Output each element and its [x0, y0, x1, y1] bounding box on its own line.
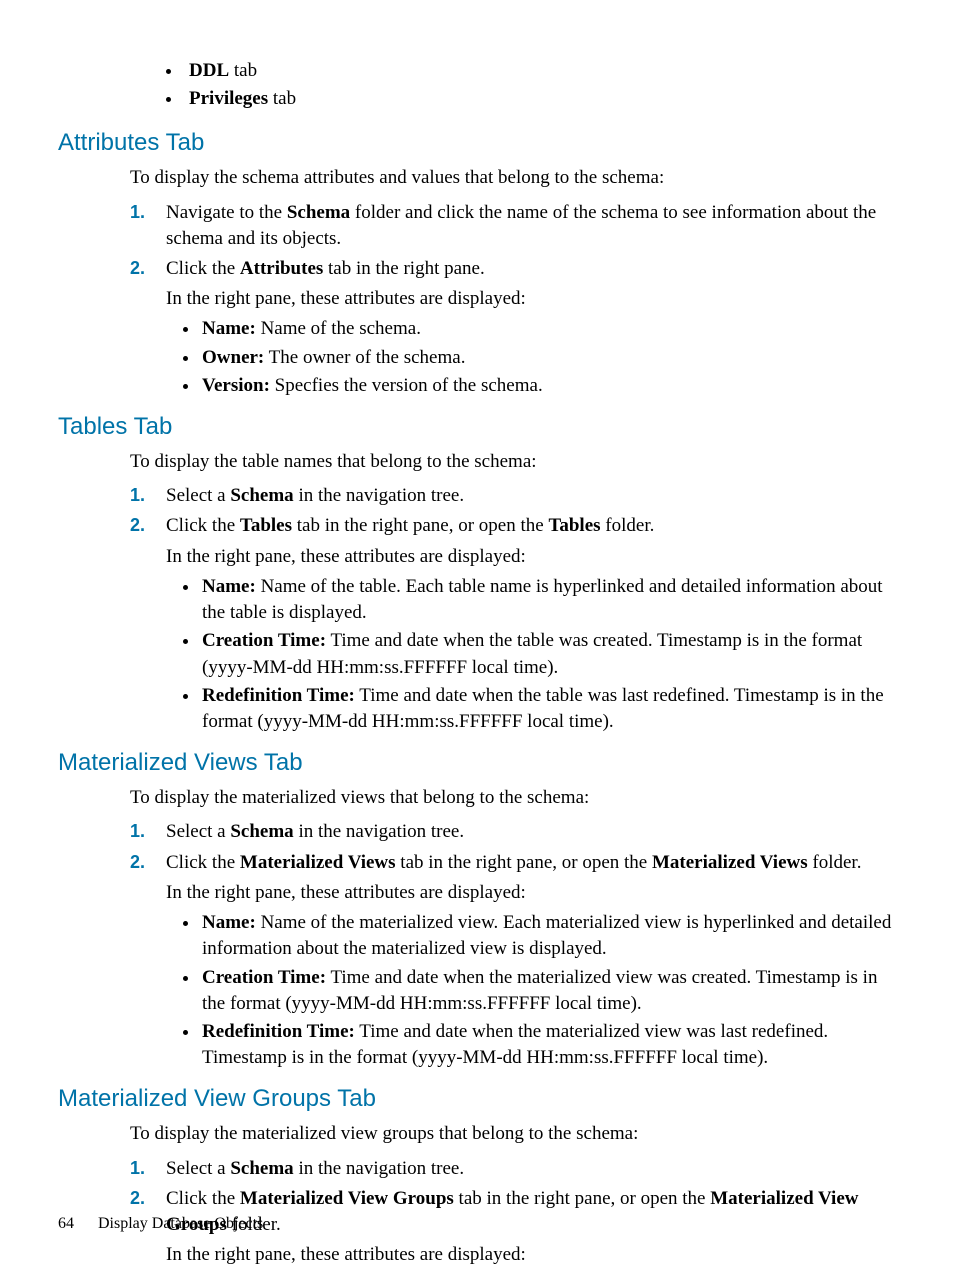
bullet-rest: tab — [268, 88, 296, 109]
step-text-pre: Click the — [166, 852, 240, 873]
inner-bullet-list: Name: Name of the schema. Owner: The own… — [166, 316, 896, 399]
list-item: Owner: The owner of the schema. — [200, 345, 896, 371]
step-text-bold: Schema — [230, 821, 293, 842]
page-number: 64 — [58, 1215, 74, 1233]
list-item: Creation Time: Time and date when the ma… — [200, 965, 896, 1017]
step-text-post: folder. — [808, 852, 862, 873]
step-item: Select a Schema in the navigation tree. — [130, 483, 896, 509]
numbered-steps: Select a Schema in the navigation tree. … — [58, 483, 896, 735]
step-item: Click the Materialized Views tab in the … — [130, 850, 896, 1072]
step-text-bold: Schema — [230, 485, 293, 506]
step-text-post: in the navigation tree. — [294, 485, 464, 506]
bullet-bold: Owner: — [202, 347, 264, 368]
step-item: Select a Schema in the navigation tree. — [130, 1156, 896, 1182]
step-text-bold: Schema — [230, 1158, 293, 1179]
section-intro: To display the schema attributes and val… — [58, 165, 896, 191]
step-sub-line: In the right pane, these attributes are … — [166, 1242, 896, 1268]
step-text-bold: Schema — [287, 202, 350, 223]
numbered-steps: Select a Schema in the navigation tree. … — [58, 819, 896, 1071]
step-text-pre: Click the — [166, 515, 240, 536]
bullet-bold: Name: — [202, 912, 256, 933]
step-text-bold: Materialized Views — [652, 852, 808, 873]
bullet-bold: Redefinition Time: — [202, 685, 355, 706]
step-text-mid: tab in the right pane, or open the — [292, 515, 548, 536]
step-text-pre: Click the — [166, 258, 240, 279]
list-item: Version: Specfies the version of the sch… — [200, 373, 896, 399]
step-text-pre: Select a — [166, 821, 230, 842]
step-text-pre: Navigate to the — [166, 202, 287, 223]
inner-bullet-list: Name: Name of the table. Each table name… — [166, 574, 896, 735]
step-text-bold: Tables — [548, 515, 600, 536]
document-page: DDL tab Privileges tab Attributes Tab To… — [0, 0, 954, 1271]
numbered-steps: Select a Schema in the navigation tree. … — [58, 1156, 896, 1269]
bullet-rest: Name of the schema. — [256, 318, 421, 339]
section-intro: To display the materialized view groups … — [58, 1121, 896, 1147]
step-item: Click the Attributes tab in the right pa… — [130, 256, 896, 399]
step-item: Navigate to the Schema folder and click … — [130, 200, 896, 252]
step-text-bold: Attributes — [240, 258, 323, 279]
bullet-bold: Privileges — [189, 88, 268, 109]
bullet-rest: The owner of the schema. — [264, 347, 465, 368]
inner-bullet-list: Name: Name of the materialized view. Eac… — [166, 910, 896, 1071]
list-item: Privileges tab — [183, 86, 896, 112]
step-text-bold: Materialized Views — [240, 852, 396, 873]
bullet-bold: DDL — [189, 60, 229, 81]
list-item: Name: Name of the materialized view. Eac… — [200, 910, 896, 962]
section-intro: To display the table names that belong t… — [58, 449, 896, 475]
bullet-rest: Name of the materialized view. Each mate… — [202, 912, 891, 959]
step-item: Select a Schema in the navigation tree. — [130, 819, 896, 845]
list-item: Redefinition Time: Time and date when th… — [200, 683, 896, 735]
heading-attributes-tab: Attributes Tab — [58, 129, 896, 157]
bullet-rest: Specfies the version of the schema. — [270, 375, 543, 396]
heading-materialized-views-tab: Materialized Views Tab — [58, 749, 896, 777]
step-text-post: in the navigation tree. — [294, 1158, 464, 1179]
step-text-bold: Tables — [240, 515, 292, 536]
heading-materialized-view-groups-tab: Materialized View Groups Tab — [58, 1085, 896, 1113]
step-text-pre: Select a — [166, 485, 230, 506]
chapter-title: Display Database Objects — [98, 1215, 263, 1232]
bullet-bold: Creation Time: — [202, 630, 326, 651]
step-text-bold: Materialized View Groups — [240, 1188, 454, 1209]
list-item: Creation Time: Time and date when the ta… — [200, 628, 896, 680]
top-bullet-list: DDL tab Privileges tab — [58, 58, 896, 111]
page-footer: 64 Display Database Objects — [58, 1215, 263, 1233]
step-text-pre: Select a — [166, 1158, 230, 1179]
bullet-bold: Redefinition Time: — [202, 1021, 355, 1042]
heading-tables-tab: Tables Tab — [58, 413, 896, 441]
list-item: DDL tab — [183, 58, 896, 84]
step-text-post: in the navigation tree. — [294, 821, 464, 842]
step-text-pre: Click the — [166, 1188, 240, 1209]
list-item: Name: Name of the schema. — [200, 316, 896, 342]
bullet-bold: Version: — [202, 375, 270, 396]
list-item: Name: Name of the table. Each table name… — [200, 574, 896, 626]
step-text-post: tab in the right pane. — [323, 258, 484, 279]
step-sub-line: In the right pane, these attributes are … — [166, 880, 896, 906]
step-item: Click the Tables tab in the right pane, … — [130, 513, 896, 735]
numbered-steps: Navigate to the Schema folder and click … — [58, 200, 896, 400]
bullet-rest: tab — [229, 60, 257, 81]
bullet-bold: Creation Time: — [202, 967, 326, 988]
step-text-post: folder. — [601, 515, 655, 536]
bullet-bold: Name: — [202, 318, 256, 339]
step-text-mid: tab in the right pane, or open the — [396, 852, 652, 873]
step-sub-line: In the right pane, these attributes are … — [166, 544, 896, 570]
bullet-rest: Name of the table. Each table name is hy… — [202, 576, 883, 623]
section-intro: To display the materialized views that b… — [58, 785, 896, 811]
bullet-bold: Name: — [202, 576, 256, 597]
step-sub-line: In the right pane, these attributes are … — [166, 286, 896, 312]
step-text-mid: tab in the right pane, or open the — [454, 1188, 710, 1209]
list-item: Redefinition Time: Time and date when th… — [200, 1019, 896, 1071]
